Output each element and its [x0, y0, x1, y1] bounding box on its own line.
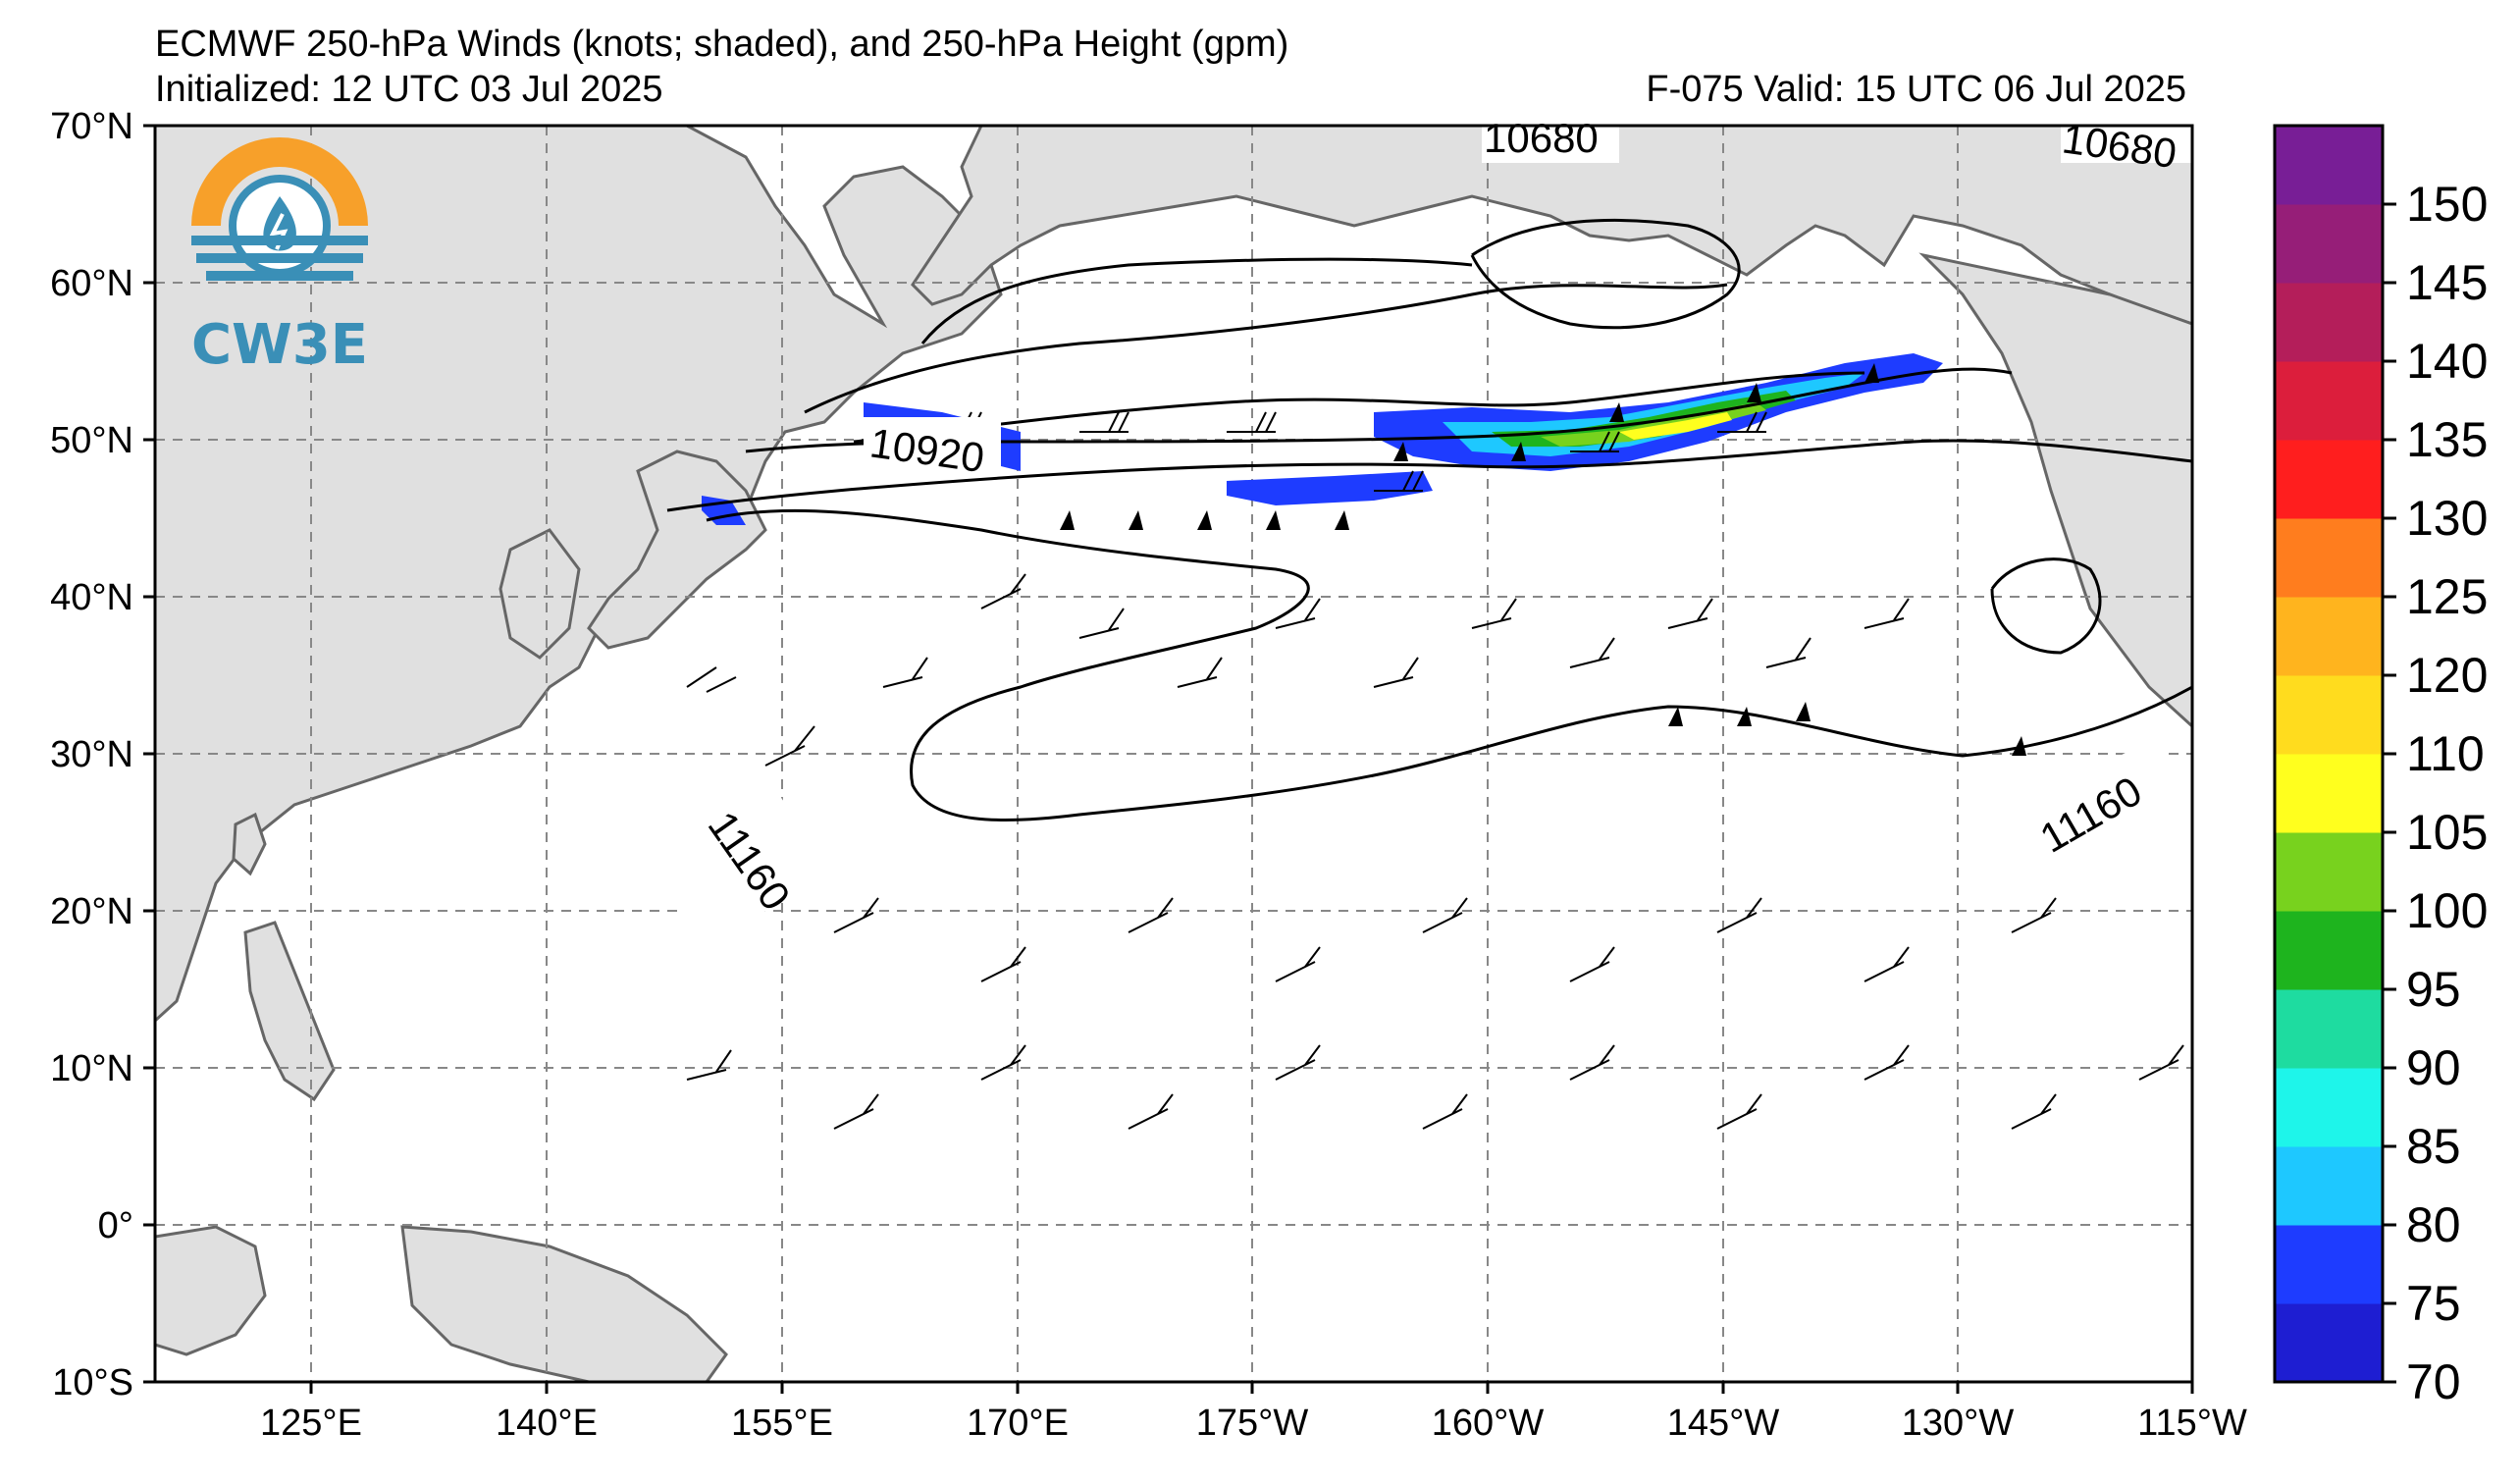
colorbar-label: 120	[2406, 648, 2488, 703]
alaska-land	[911, 126, 2192, 326]
korea-land	[499, 528, 581, 660]
lon-labels: 125°E 140°E 155°E 170°E 175°W 160°W 145°…	[260, 1403, 2247, 1444]
wind-barbs	[686, 411, 2184, 1130]
contour-label-10680-a: 10680	[1484, 115, 1599, 161]
lon-label: 130°W	[1902, 1403, 2015, 1444]
lon-label: 155°E	[731, 1403, 833, 1444]
colorbar-label: 105	[2406, 805, 2488, 860]
wind-pennants	[1060, 363, 2026, 756]
map-title: ECMWF 250-hPa Winds (knots; shaded), and…	[155, 24, 1289, 65]
logo-text: CW3E	[191, 313, 368, 377]
initialized-time: Initialized: 12 UTC 03 Jul 2025	[155, 69, 663, 110]
colorbar-label: 95	[2406, 962, 2461, 1017]
logo-wave-1	[191, 236, 368, 245]
colorbar-swatch	[2275, 204, 2383, 284]
logo-ring	[191, 137, 368, 226]
lat-label: 50°N	[50, 420, 133, 461]
lat-label: 30°N	[50, 734, 133, 775]
lat-labels: 70°N 60°N 50°N 40°N 30°N 20°N 10°N 0° 10…	[50, 106, 133, 1404]
colorbar-label: 140	[2406, 334, 2488, 389]
axis-ticks	[143, 124, 2194, 1394]
lon-label: 115°W	[2137, 1403, 2247, 1444]
wind-shading	[702, 353, 1943, 525]
lat-label: 20°N	[50, 891, 133, 932]
colorbar-swatch	[2275, 911, 2383, 990]
colorbar-label: 130	[2406, 491, 2488, 546]
lon-label: 160°W	[1432, 1403, 1545, 1444]
borneo-land	[155, 1225, 267, 1356]
lon-label: 140°E	[496, 1403, 598, 1444]
newguinea-land	[400, 1225, 728, 1382]
lat-label: 10°N	[50, 1048, 133, 1089]
colorbar-label: 100	[2406, 883, 2488, 938]
colorbar-label: 70	[2406, 1354, 2461, 1409]
colorbar-swatch	[2275, 597, 2383, 676]
colorbar-label: 90	[2406, 1040, 2461, 1095]
lon-label: 175°W	[1196, 1403, 1309, 1444]
logo-wave-3	[206, 271, 353, 281]
colorbar-swatch	[2275, 1225, 2383, 1304]
colorbar-label: 150	[2406, 177, 2488, 232]
cw3e-logo: CW3E	[191, 137, 368, 377]
lat-label: 10°S	[52, 1362, 133, 1404]
taiwan-land	[232, 812, 267, 876]
colorbar-swatch	[2275, 440, 2383, 519]
logo-wave-2	[196, 253, 363, 263]
colorbar-label: 125	[2406, 569, 2488, 624]
colorbar-label: 75	[2406, 1276, 2461, 1331]
colorbar-swatch	[2275, 754, 2383, 833]
lat-label: 60°N	[50, 263, 133, 304]
colorbar-swatch	[2275, 126, 2383, 205]
colorbar-swatch	[2275, 832, 2383, 912]
colorbar-label: 135	[2406, 412, 2488, 467]
colorbar-swatch	[2275, 361, 2383, 441]
north-america-land	[1918, 252, 2192, 729]
lat-label: 0°	[98, 1205, 133, 1246]
lon-label: 145°W	[1667, 1403, 1780, 1444]
colorbar-swatch	[2275, 1146, 2383, 1226]
colorbar-label: 145	[2406, 255, 2488, 310]
lat-label: 70°N	[50, 106, 133, 147]
lon-label: 170°E	[967, 1403, 1069, 1444]
colorbar-swatch	[2275, 1068, 2383, 1147]
colorbar-label: 110	[2406, 726, 2485, 781]
colorbar-swatch	[2275, 675, 2383, 755]
lat-label: 40°N	[50, 577, 133, 618]
colorbar: 70 75 80 85 90 95 100 105 110 120 125 130 135 140 145 1…	[2273, 124, 2488, 1409]
colorbar-swatch	[2275, 518, 2383, 598]
colorbar-label: 80	[2406, 1197, 2461, 1252]
philippines-land	[243, 921, 336, 1102]
colorbar-swatch	[2275, 283, 2383, 362]
height-contours	[666, 218, 2192, 822]
colorbar-label: 85	[2406, 1119, 2461, 1174]
colorbar-swatch	[2275, 1303, 2383, 1383]
colorbar-swatch	[2275, 989, 2383, 1069]
valid-time: F-075 Valid: 15 UTC 06 Jul 2025	[1646, 69, 2186, 110]
lon-label: 125°E	[260, 1403, 362, 1444]
